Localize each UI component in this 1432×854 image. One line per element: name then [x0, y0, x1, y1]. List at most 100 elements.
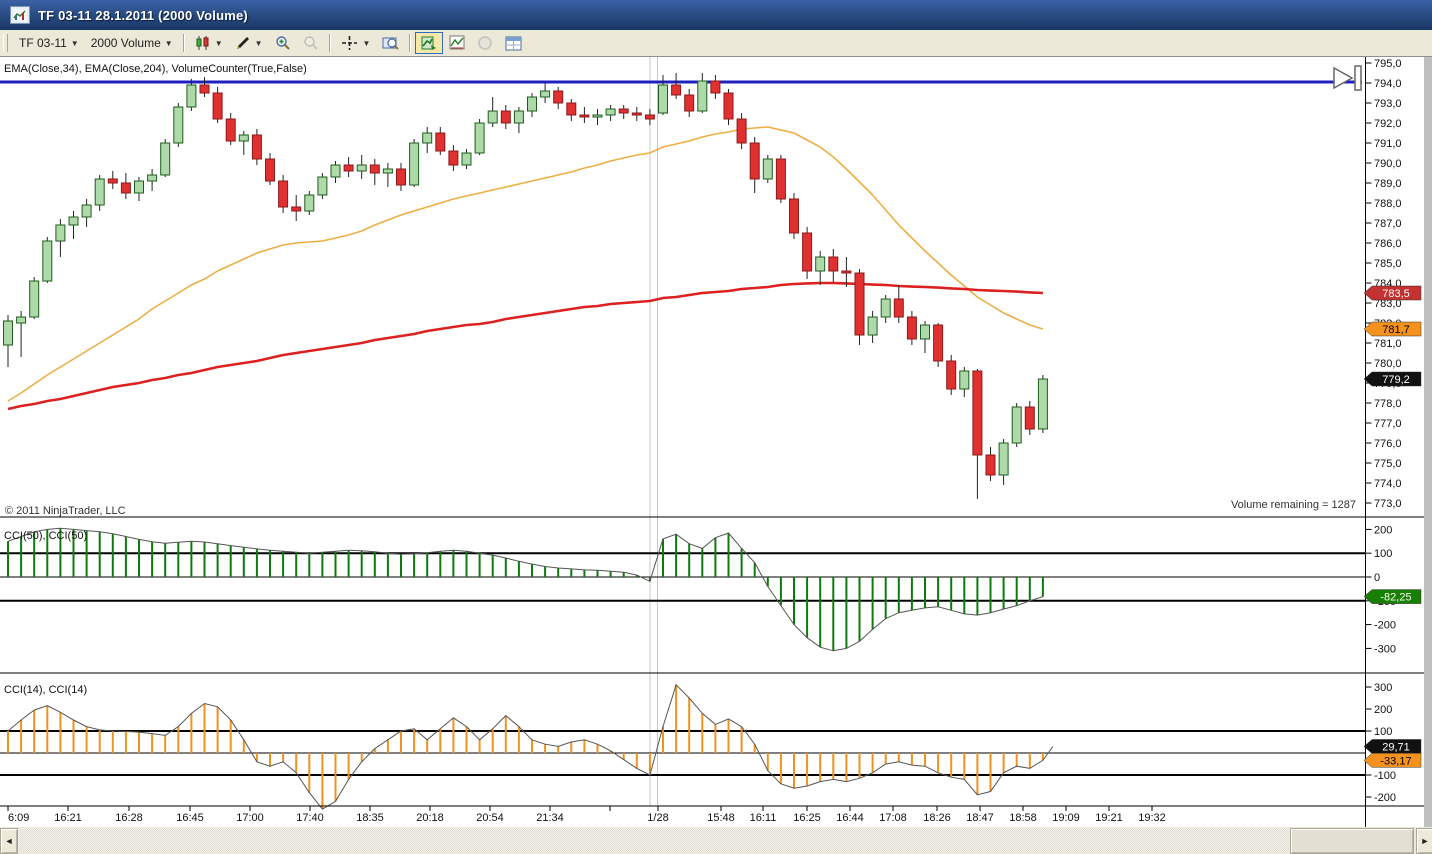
svg-text:21:34: 21:34: [536, 812, 564, 824]
candle: [265, 158, 275, 182]
crosshair-button[interactable]: ▼: [335, 32, 377, 54]
price-marker: [1363, 739, 1422, 754]
candle: [644, 114, 655, 120]
zoom-region-button[interactable]: [376, 32, 405, 54]
toolbar-grip[interactable]: [3, 34, 8, 52]
candle: [527, 96, 537, 112]
candle: [671, 84, 682, 96]
candle: [343, 164, 354, 172]
cci50-label: CCI(50), CCI(50): [4, 530, 87, 542]
svg-text:17:40: 17:40: [296, 812, 324, 824]
instrument-label: TF 03-11: [19, 36, 67, 50]
candle: [81, 204, 92, 218]
data-grid-icon: [505, 36, 522, 50]
svg-text:-200: -200: [1374, 620, 1396, 632]
candle: [828, 256, 839, 272]
svg-text:785,0: 785,0: [1374, 258, 1402, 270]
app-chart-icon: [10, 6, 30, 24]
svg-text:776,0: 776,0: [1374, 438, 1402, 450]
candle: [867, 316, 878, 336]
zoom-out-button[interactable]: [297, 32, 325, 54]
candle: [212, 92, 223, 120]
ema204-line: [7, 281, 1043, 411]
svg-text:1/28: 1/28: [647, 812, 668, 824]
chart-region: 795,0 794,0 793,0 792,0 791,0 790,0 789,0 788,0…: [0, 57, 1432, 827]
svg-text:100: 100: [1374, 548, 1392, 560]
candle: [684, 94, 695, 112]
scroll-right-button[interactable]: ►: [1416, 828, 1432, 854]
instrument-selector[interactable]: TF 03-11 ▼: [13, 32, 85, 54]
ema34-line: [7, 126, 1044, 402]
candle: [225, 118, 236, 142]
cci14-label: CCI(14), CCI(14): [4, 684, 87, 696]
refresh-button[interactable]: [471, 32, 499, 54]
candle: [1024, 406, 1035, 430]
candle: [1011, 406, 1022, 444]
zoom-in-button[interactable]: [269, 32, 297, 54]
candle: [710, 80, 721, 94]
cci14-histogram: [7, 683, 1054, 810]
candle: [251, 134, 262, 160]
candle: [1037, 378, 1048, 430]
svg-text:775,0: 775,0: [1374, 458, 1402, 470]
svg-text:788,0: 788,0: [1374, 198, 1402, 210]
chevron-down-icon: ▼: [70, 38, 79, 48]
chart-canvas[interactable]: 795,0 794,0 793,0 792,0 791,0 790,0 789,0 788,0…: [0, 57, 1432, 827]
chevron-down-icon: ▼: [254, 38, 263, 48]
copyright-text: © 2011 NinjaTrader, LLC: [5, 505, 126, 517]
candle: [435, 132, 446, 152]
price-marker: [1363, 285, 1422, 301]
chart-style-button[interactable]: ▼: [189, 32, 229, 54]
replay-marker-icon: [1333, 65, 1362, 91]
candle: [592, 114, 603, 118]
candle: [29, 280, 40, 318]
svg-text:786,0: 786,0: [1374, 238, 1402, 250]
candle: [658, 84, 668, 114]
candle: [55, 224, 66, 242]
scrollbar-track[interactable]: [16, 828, 1416, 852]
svg-text:795,0: 795,0: [1374, 58, 1402, 70]
candle: [893, 298, 904, 318]
candle: [802, 232, 813, 272]
candle: [854, 272, 865, 336]
svg-text:789,0: 789,0: [1374, 178, 1402, 190]
candle: [291, 206, 302, 212]
candle: [618, 108, 629, 114]
chevron-down-icon: ▼: [362, 38, 371, 48]
candle: [553, 90, 564, 104]
chart-trader-button[interactable]: [415, 32, 444, 54]
candle: [697, 80, 708, 112]
toolbar-separator: [409, 34, 412, 52]
magnifier-window-icon: [382, 37, 400, 50]
candle: [736, 118, 747, 144]
candle: [107, 178, 118, 184]
ema-lines: [7, 126, 1044, 411]
candle: [933, 324, 944, 362]
candle: [461, 152, 472, 166]
svg-text:300: 300: [1374, 682, 1392, 694]
svg-text:794,0: 794,0: [1374, 78, 1402, 90]
scroll-left-button[interactable]: ◄: [0, 828, 18, 854]
toolbar-separator: [182, 34, 185, 52]
svg-text:16:28: 16:28: [115, 812, 143, 824]
scrollbar-thumb[interactable]: [1290, 828, 1414, 854]
title-bar[interactable]: TF 03-11 28.1.2011 (2000 Volume): [0, 0, 1432, 30]
mini-chart-button[interactable]: [443, 32, 471, 54]
candle: [513, 110, 524, 124]
svg-text:100: 100: [1374, 726, 1392, 738]
svg-text:18:26: 18:26: [923, 812, 951, 824]
properties-button[interactable]: [499, 32, 528, 54]
time-axis[interactable]: 6:09 16:21 16:28 16:45 17:00 17:40 18:35 20:18 2…: [7, 806, 1166, 824]
interval-selector[interactable]: 2000 Volume ▼: [85, 32, 179, 54]
candle: [199, 84, 210, 94]
indicator-label: EMA(Close,34), EMA(Close,204), VolumeCou…: [4, 63, 307, 75]
svg-text:16:21: 16:21: [54, 812, 82, 824]
candle: [540, 90, 551, 98]
svg-text:19:32: 19:32: [1138, 812, 1166, 824]
svg-text:790,0: 790,0: [1374, 158, 1402, 170]
drawing-tools-button[interactable]: ▼: [229, 32, 269, 54]
candle: [789, 198, 799, 234]
candle: [147, 174, 158, 182]
svg-text:792,0: 792,0: [1374, 118, 1402, 130]
session-break-lines: [649, 57, 658, 806]
